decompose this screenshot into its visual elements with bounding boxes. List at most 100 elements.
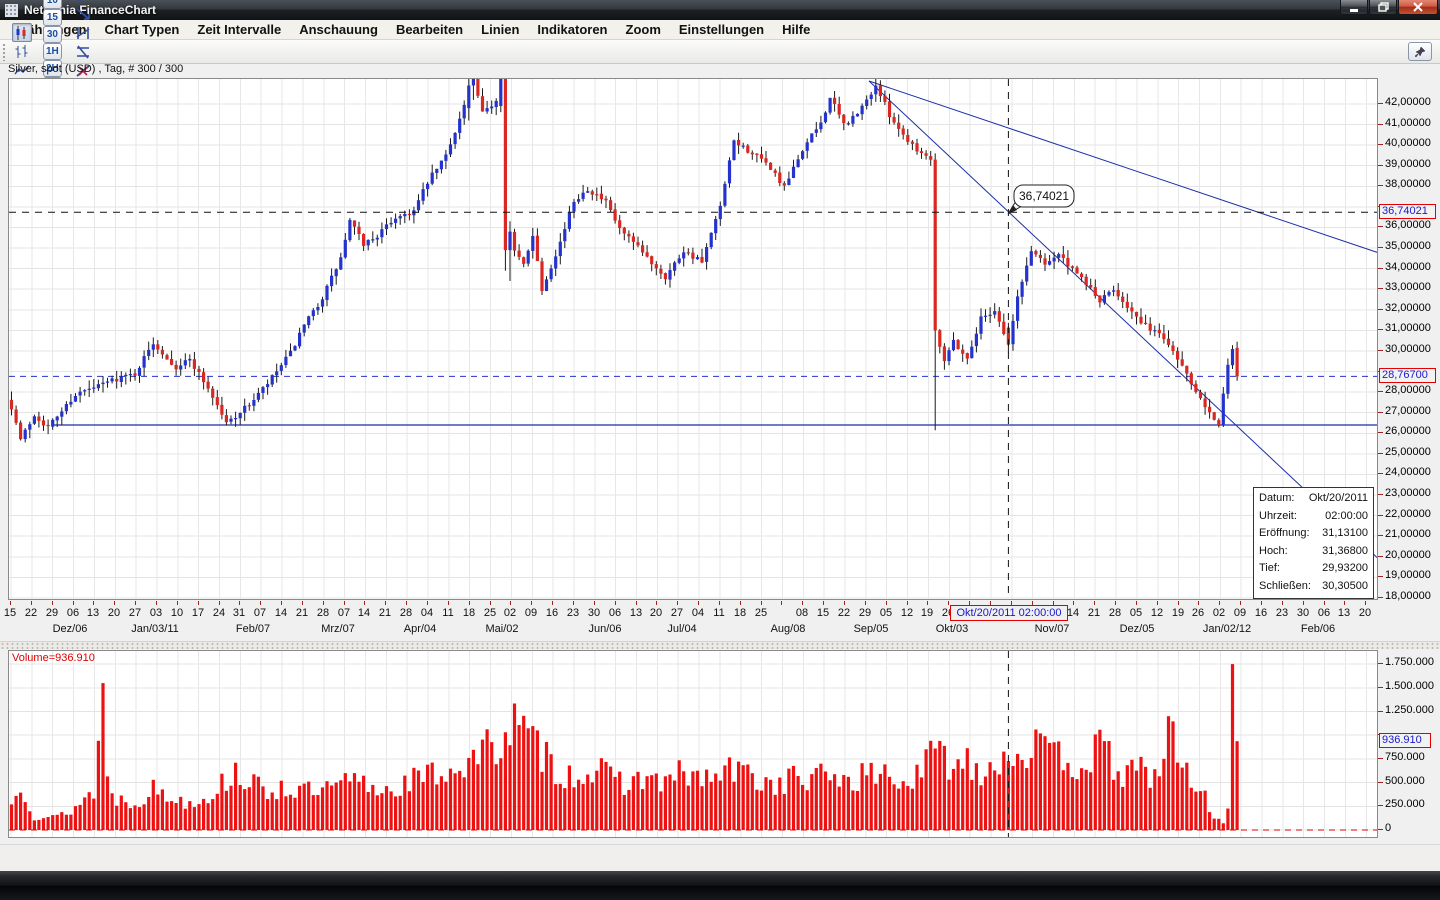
tooltip-label: Eröffnung: <box>1259 527 1310 539</box>
price-axis-label: 19,00000 <box>1385 569 1431 581</box>
crosshair-price-marker: 36,74021 <box>1379 204 1436 219</box>
time-tick <box>865 601 866 605</box>
price-axis-label: 21,00000 <box>1385 528 1431 540</box>
menu-zoom[interactable]: Zoom <box>625 22 661 37</box>
time-tick <box>740 601 741 605</box>
menu-einstellungen[interactable]: Einstellungen <box>678 22 765 37</box>
price-axis-label: 25,00000 <box>1385 446 1431 458</box>
tooltip-label: Uhrzeit: <box>1259 509 1297 522</box>
volume-marker: 936.910 <box>1379 733 1431 748</box>
menu-bearbeiten[interactable]: Bearbeiten <box>395 22 464 37</box>
time-axis-day-label: 05 <box>879 607 893 619</box>
price-axis-label: 30,00000 <box>1385 343 1431 355</box>
price-axis-label: 20,00000 <box>1385 549 1431 561</box>
menu-chart-typen[interactable]: Chart Typen <box>104 22 180 37</box>
time-axis-month-label: Jan/02/12 <box>1202 623 1252 635</box>
menu-zeit-intervalle[interactable]: Zeit Intervalle <box>197 22 282 37</box>
toolbar-grip[interactable] <box>2 42 7 61</box>
app-icon <box>5 3 18 17</box>
interval-15-button[interactable]: 15 <box>43 9 62 26</box>
trend-tool-3-icon[interactable] <box>73 23 93 42</box>
time-axis-day-label: 14 <box>1066 607 1080 619</box>
time-tick <box>93 601 94 605</box>
minimize-button[interactable] <box>1340 0 1368 15</box>
restore-button[interactable] <box>1369 0 1397 15</box>
time-tick <box>907 601 908 605</box>
volume-axis-label: 0 <box>1385 822 1392 834</box>
time-tick <box>823 601 824 605</box>
status-bar: 06 Jan 2012 16:35:08 MEZ <box>0 844 1440 871</box>
price-axis-label: 31,00000 <box>1385 322 1431 334</box>
time-axis-month-label: Mrz/07 <box>321 623 355 635</box>
tooltip-value: Okt/20/2011 <box>1308 492 1368 504</box>
price-axis-label: 40,00000 <box>1385 137 1431 149</box>
time-tick <box>260 601 261 605</box>
volume-chart-plot[interactable] <box>8 650 1378 838</box>
price-tick <box>1378 350 1383 351</box>
time-tick <box>531 601 532 605</box>
title-bar: NetDania FinanceChart <box>0 0 1440 20</box>
price-tick <box>1378 165 1383 166</box>
volume-tick <box>1378 687 1383 688</box>
time-axis-day-label: 03 <box>149 607 163 619</box>
price-tick <box>1378 288 1383 289</box>
interval-10-button[interactable]: 10 <box>43 0 62 9</box>
time-axis-day-label: 25 <box>483 607 497 619</box>
time-axis-day-label: 28 <box>399 607 413 619</box>
time-axis-day-label: 22 <box>837 607 851 619</box>
time-tick <box>135 601 136 605</box>
menu-hilfe[interactable]: Hilfe <box>782 22 811 37</box>
price-tick <box>1378 453 1383 454</box>
menu-indikatoren[interactable]: Indikatoren <box>537 22 608 37</box>
tooltip-label: Hoch: <box>1259 544 1288 557</box>
time-axis-day-label: 23 <box>1275 607 1289 619</box>
time-tick <box>1094 601 1095 605</box>
time-axis-day-label: 14 <box>274 607 288 619</box>
close-button[interactable] <box>1398 0 1438 15</box>
pin-icon[interactable] <box>1408 42 1432 61</box>
menu-linien[interactable]: Linien <box>481 22 520 37</box>
time-tick <box>1344 601 1345 605</box>
time-tick <box>52 601 53 605</box>
time-axis-day-label: 20 <box>107 607 121 619</box>
time-tick <box>1032 601 1033 605</box>
time-tick <box>31 601 32 605</box>
interval-2h-button[interactable]: 2H <box>43 60 62 77</box>
volume-axis-label: 1.500.000 <box>1385 680 1434 692</box>
time-tick <box>510 601 511 605</box>
time-tick <box>1261 601 1262 605</box>
ohlc-chart-button[interactable] <box>12 42 32 61</box>
trend-remove-icon[interactable] <box>73 61 93 80</box>
price-tick <box>1378 268 1383 269</box>
time-tick <box>615 601 616 605</box>
time-axis-day-label: 13 <box>629 607 643 619</box>
time-axis-day-label: 15 <box>816 607 830 619</box>
time-tick <box>344 601 345 605</box>
price-axis-label: 35,00000 <box>1385 240 1431 252</box>
time-axis-day-label: 13 <box>1337 607 1351 619</box>
trend-tool-4-icon[interactable] <box>73 42 93 61</box>
price-chart-plot[interactable]: 36,74021 <box>8 78 1378 600</box>
price-tick <box>1378 124 1383 125</box>
volume-axis-label: 500.000 <box>1385 775 1425 787</box>
trend-tool-2-icon[interactable] <box>73 4 93 23</box>
time-axis-day-label: 29 <box>858 607 872 619</box>
time-tick <box>406 601 407 605</box>
svg-text:36,74021: 36,74021 <box>1019 189 1069 203</box>
menu-anschauung[interactable]: Anschauung <box>299 22 378 37</box>
interval-30-button[interactable]: 30 <box>43 26 62 43</box>
candlestick-chart-button[interactable] <box>12 23 32 42</box>
time-axis-day-label: 24 <box>212 607 226 619</box>
time-tick <box>1178 601 1179 605</box>
line-chart-button[interactable] <box>12 61 32 80</box>
panel-splitter[interactable] <box>0 641 1440 649</box>
time-axis-day-label: 21 <box>378 607 392 619</box>
windows-taskbar: » Thread für Papiertig... NetDania Finan… <box>0 871 1440 900</box>
time-axis-day-label: 07 <box>337 607 351 619</box>
tooltip-label: Datum: <box>1259 492 1295 504</box>
time-axis-day-label: 25 <box>754 607 768 619</box>
time-tick <box>636 601 637 605</box>
interval-1h-button[interactable]: 1H <box>43 43 62 60</box>
time-axis-day-label: 06 <box>1317 607 1331 619</box>
